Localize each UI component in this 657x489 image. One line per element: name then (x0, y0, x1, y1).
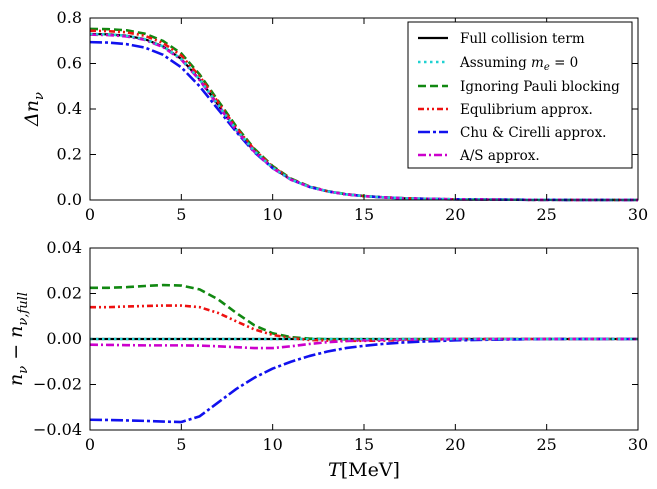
top-xtick-label: 20 (445, 205, 465, 224)
legend-label-as: A/S approx. (459, 148, 540, 164)
top-ytick-label: 0.2 (57, 145, 82, 164)
bottom-series-chu-cirelli-approx (89, 337, 638, 424)
top-xtick-label: 5 (176, 205, 186, 224)
top-ytick-label: 0.6 (57, 54, 82, 73)
bottom-xtick-label: 25 (536, 435, 556, 454)
legend-entry-pauli: Ignoring Pauli blocking (418, 79, 620, 95)
legend-entry-as: A/S approx. (418, 148, 540, 164)
top-panel: 0 5 10 15 20 25 30 0.0 0.2 0.4 0.6 0.8 Δnν Full co… (21, 8, 648, 224)
bottom-ytick-label: −0.04 (33, 420, 82, 439)
bottom-ytick-label: −0.02 (33, 375, 82, 394)
bottom-xtick-label: 30 (628, 435, 648, 454)
bottom-xlabel: T[MeV] (328, 459, 400, 481)
legend-label-chu-cirelli: Chu & Cirelli approx. (460, 125, 606, 141)
bottom-ytick-label: 0.04 (46, 238, 82, 257)
legend-entry-massless: Assuming me = 0 (418, 55, 578, 73)
bottom-y-ticks: −0.04 −0.02 0.00 0.02 0.04 (33, 238, 638, 439)
top-ylabel: Δnν (21, 92, 47, 127)
bottom-xtick-label: 20 (445, 435, 465, 454)
top-x-ticks: 0 5 10 15 20 25 30 (85, 18, 648, 224)
top-y-ticks: 0.0 0.2 0.4 0.6 0.8 (57, 8, 638, 209)
bottom-xtick-label: 15 (354, 435, 374, 454)
bottom-series-ignoring-pauli-blocking (90, 283, 638, 341)
bottom-panel: 0 5 10 15 20 25 30 −0.04 −0.02 0.00 0.02 0.04 nν −… (5, 238, 648, 481)
top-xtick-label: 0 (85, 205, 95, 224)
bottom-xtick-label: 5 (176, 435, 186, 454)
bottom-ytick-label: 0.02 (46, 284, 82, 303)
legend-entry-chu-cirelli: Chu & Cirelli approx. (418, 125, 606, 141)
top-ytick-label: 0.8 (57, 8, 82, 27)
legend-label-equilibrium: Equlibrium approx. (460, 102, 593, 118)
top-xtick-label: 30 (628, 205, 648, 224)
bottom-xtick-label: 10 (262, 435, 282, 454)
bottom-x-ticks: 0 5 10 15 20 25 30 (85, 248, 648, 454)
bottom-series-a-s-approx (89, 337, 638, 350)
top-ytick-label: 0.0 (57, 190, 82, 209)
bottom-ylabel: nν − nν,full (5, 292, 31, 386)
legend-entry-equilibrium: Equlibrium approx. (418, 102, 593, 118)
top-xtick-label: 25 (536, 205, 556, 224)
top-ytick-label: 0.4 (57, 99, 82, 118)
legend-entry-full: Full collision term (418, 31, 585, 47)
bottom-ytick-label: 0.00 (46, 329, 82, 348)
top-xtick-label: 15 (354, 205, 374, 224)
legend: Full collision term Assuming me = 0 Igno… (407, 21, 633, 169)
legend-label-full: Full collision term (460, 31, 585, 47)
bottom-xtick-label: 0 (85, 435, 95, 454)
bottom-series-equlibrium-approx (90, 304, 638, 343)
legend-box (407, 21, 633, 169)
legend-label-pauli: Ignoring Pauli blocking (460, 79, 620, 95)
top-xtick-label: 10 (262, 205, 282, 224)
legend-label-massless: Assuming me = 0 (459, 55, 578, 73)
bottom-series-lines (89, 283, 638, 424)
